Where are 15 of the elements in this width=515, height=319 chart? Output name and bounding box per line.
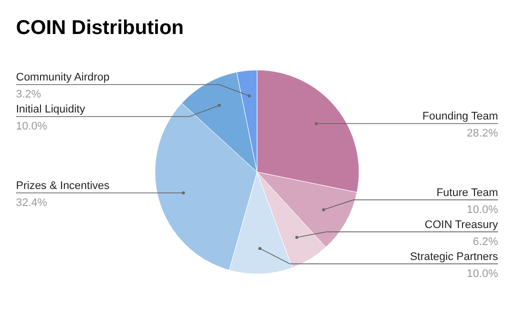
chart-title: COIN Distribution: [16, 17, 184, 39]
data-label: 32.4%: [16, 196, 48, 209]
slice-label: Prizes & Incentives: [16, 180, 110, 192]
data-label: 6.2%: [472, 236, 498, 248]
data-label: 10.0%: [16, 120, 48, 133]
data-label: 28.2%: [466, 128, 498, 140]
slice-label: Strategic Partners: [410, 250, 498, 263]
data-label: 10.0%: [466, 204, 498, 216]
data-label: 10.0%: [466, 268, 498, 280]
data-label: 3.2%: [16, 88, 42, 101]
slice-label: Founding Team: [422, 110, 498, 123]
slice-label: Community Airdrop: [16, 72, 110, 84]
slice-label: COIN Treasury: [424, 218, 498, 231]
slice-label: Initial Liquidity: [16, 104, 86, 116]
slice-label: Future Team: [436, 186, 498, 199]
